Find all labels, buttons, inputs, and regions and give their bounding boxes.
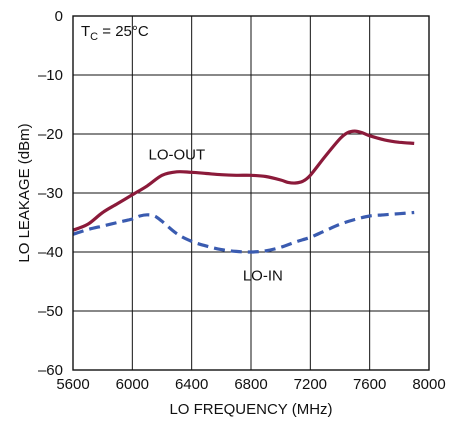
series-annotation: LO-IN — [243, 267, 283, 284]
y-axis-title: LO LEAKAGE (dBm) — [16, 123, 33, 262]
condition-suffix: = 25°C — [98, 23, 149, 40]
x-tick-label: 5600 — [56, 376, 89, 393]
x-axis-title: LO FREQUENCY (MHz) — [169, 401, 332, 418]
y-tick-label: –50 — [38, 303, 63, 320]
y-tick-labels: 0 –10 –20 –30 –40 –50 –60 — [38, 8, 63, 379]
condition-label: TC = 25°C — [81, 23, 149, 43]
y-tick-label: –60 — [38, 362, 63, 379]
x-tick-label: 7600 — [353, 376, 386, 393]
y-tick-label: –30 — [38, 185, 63, 202]
series-line-lo-out — [72, 129, 415, 232]
x-tick-label: 6400 — [175, 376, 208, 393]
y-tick-label: –20 — [38, 126, 63, 143]
x-tick-label: 6000 — [116, 376, 149, 393]
series-annotation: LO-OUT — [148, 146, 205, 163]
y-tick-label: 0 — [55, 8, 63, 25]
grid — [72, 15, 430, 371]
x-tick-label: 6800 — [234, 376, 267, 393]
condition-subscript: C — [90, 31, 98, 43]
x-tick-label: 7200 — [294, 376, 327, 393]
x-tick-label: 8000 — [412, 376, 445, 393]
y-tick-label: –40 — [38, 244, 63, 261]
y-tick-label: –10 — [38, 67, 63, 84]
x-tick-labels: 5600 6000 6400 6800 7200 7600 8000 — [56, 376, 445, 393]
condition-prefix: T — [81, 23, 90, 40]
series-line-lo-in — [72, 210, 415, 254]
series-layer — [72, 129, 415, 254]
plot-frame — [72, 15, 430, 371]
annotations: LO-OUT LO-IN — [148, 146, 282, 284]
